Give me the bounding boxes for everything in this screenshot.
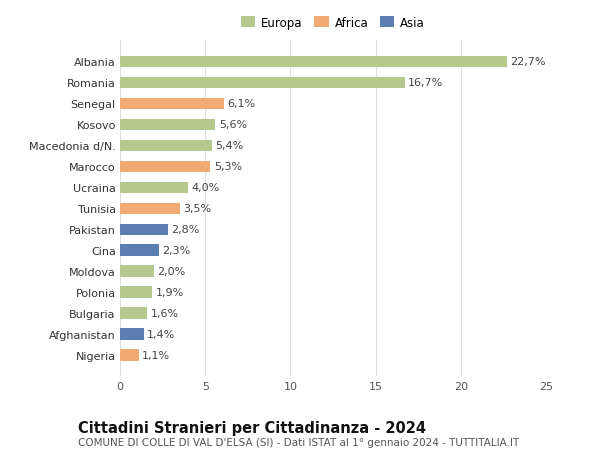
Bar <box>120 266 154 277</box>
Bar <box>120 119 215 131</box>
Text: 1,1%: 1,1% <box>142 350 170 360</box>
Bar <box>120 203 179 215</box>
Text: 6,1%: 6,1% <box>227 99 256 109</box>
Text: 2,3%: 2,3% <box>163 246 191 256</box>
Bar <box>120 161 211 173</box>
Bar <box>120 98 224 110</box>
Text: 2,0%: 2,0% <box>157 267 186 277</box>
Text: 5,4%: 5,4% <box>215 141 244 151</box>
Text: 22,7%: 22,7% <box>510 57 546 67</box>
Bar <box>120 56 507 68</box>
Text: 3,5%: 3,5% <box>183 204 211 214</box>
Text: 16,7%: 16,7% <box>408 78 443 88</box>
Text: 4,0%: 4,0% <box>191 183 220 193</box>
Bar <box>120 308 147 319</box>
Text: 1,9%: 1,9% <box>156 288 184 297</box>
Text: COMUNE DI COLLE DI VAL D'ELSA (SI) - Dati ISTAT al 1° gennaio 2024 - TUTTITALIA.: COMUNE DI COLLE DI VAL D'ELSA (SI) - Dat… <box>78 437 519 447</box>
Text: Cittadini Stranieri per Cittadinanza - 2024: Cittadini Stranieri per Cittadinanza - 2… <box>78 420 426 435</box>
Text: 5,3%: 5,3% <box>214 162 242 172</box>
Bar <box>120 287 152 298</box>
Bar <box>120 224 168 235</box>
Bar <box>120 140 212 152</box>
Bar <box>120 350 139 361</box>
Text: 5,6%: 5,6% <box>219 120 247 130</box>
Bar <box>120 78 404 89</box>
Bar <box>120 245 159 257</box>
Bar <box>120 182 188 194</box>
Text: 1,6%: 1,6% <box>151 308 179 319</box>
Legend: Europa, Africa, Asia: Europa, Africa, Asia <box>239 14 427 32</box>
Bar <box>120 329 144 340</box>
Text: 2,8%: 2,8% <box>171 225 199 235</box>
Text: 1,4%: 1,4% <box>147 330 176 340</box>
